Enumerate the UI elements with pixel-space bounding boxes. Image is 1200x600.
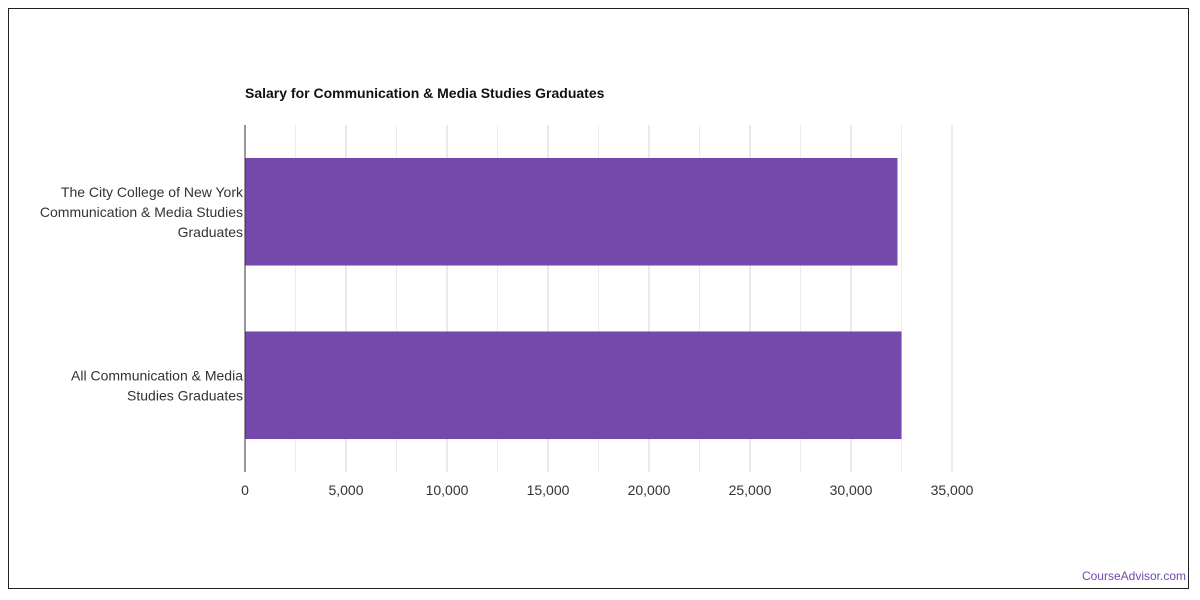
- x-tick-label: 30,000: [830, 482, 873, 498]
- source-credit[interactable]: CourseAdvisor.com: [1081, 569, 1186, 583]
- x-tick-label: 10,000: [426, 482, 469, 498]
- x-tick-label: 20,000: [628, 482, 671, 498]
- bar[interactable]: [245, 331, 902, 440]
- category-label: The City College of New York Communicatio…: [40, 184, 244, 240]
- x-tick-label: 0: [241, 482, 249, 498]
- bars: [245, 157, 902, 440]
- labels: The City College of New York Communicatio…: [40, 184, 974, 498]
- x-tick-label: 5,000: [328, 482, 363, 498]
- x-tick-label: 15,000: [527, 482, 570, 498]
- bar[interactable]: [245, 157, 898, 266]
- chart-title: Salary for Communication & Media Studies…: [245, 85, 605, 101]
- category-label: All Communication & Media Studies Graduat…: [71, 367, 243, 403]
- x-tick-label: 35,000: [931, 482, 974, 498]
- x-tick-label: 25,000: [729, 482, 772, 498]
